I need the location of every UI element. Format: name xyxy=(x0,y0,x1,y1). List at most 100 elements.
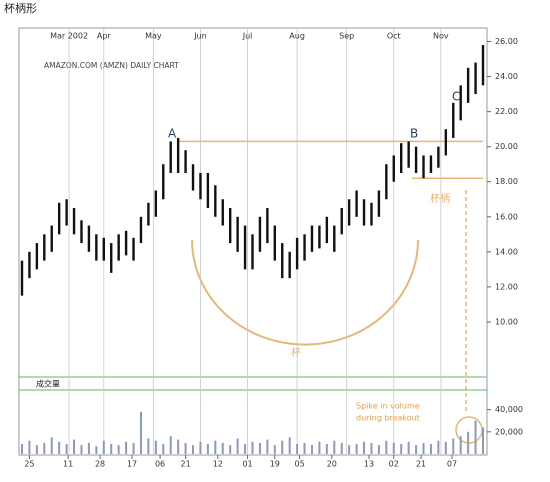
volume-bar xyxy=(251,441,254,454)
volume-bar xyxy=(467,431,470,454)
volume-bar xyxy=(325,444,328,454)
volume-bar xyxy=(318,441,321,454)
volume-bar xyxy=(310,445,313,454)
volume-bar xyxy=(65,444,68,454)
x-tick-label: 13 xyxy=(364,460,374,469)
y-tick-label: 16.00 xyxy=(495,212,518,221)
volume-bar xyxy=(407,441,410,454)
volume-bar xyxy=(340,442,343,454)
volume-bar xyxy=(87,442,90,454)
x-tick-label: 19 xyxy=(270,460,280,469)
point-label: B xyxy=(410,127,418,141)
volume-bar xyxy=(429,444,432,454)
volume-bar xyxy=(162,444,165,454)
cup-arc xyxy=(191,239,419,346)
month-label: Nov xyxy=(433,32,449,41)
volume-tick-label: 40,000 xyxy=(495,405,523,414)
x-tick-label: 01 xyxy=(242,460,252,469)
month-label: Aug xyxy=(289,32,305,41)
x-tick-label: 25 xyxy=(24,460,34,469)
spike-note: Spike in volume xyxy=(356,402,420,411)
volume-bar xyxy=(348,445,351,454)
x-tick-label: 28 xyxy=(95,460,105,469)
volume-bar xyxy=(50,437,53,454)
volume-bar xyxy=(80,445,83,454)
volume-bar xyxy=(273,445,276,454)
point-label: A xyxy=(168,127,177,141)
volume-bar xyxy=(392,442,395,454)
spike-note: during breakout xyxy=(356,414,420,423)
x-tick-label: 07 xyxy=(447,460,457,469)
volume-bar xyxy=(28,440,31,454)
volume-bar xyxy=(21,444,23,454)
month-label: May xyxy=(145,32,162,41)
volume-bar xyxy=(117,445,120,454)
y-tick-label: 26.00 xyxy=(495,37,518,46)
volume-bar xyxy=(333,440,336,454)
volume-bar xyxy=(281,440,284,454)
x-tick-label: 12 xyxy=(213,460,223,469)
x-tick-label: 21 xyxy=(180,460,190,469)
y-tick-label: 12.00 xyxy=(495,282,518,291)
volume-bar xyxy=(192,445,195,454)
volume-bar xyxy=(459,436,462,454)
volume-bar xyxy=(177,439,180,454)
volume-bar xyxy=(221,442,224,454)
volume-bar xyxy=(266,439,269,454)
plot-frame xyxy=(18,27,488,456)
volume-bar xyxy=(415,445,418,454)
volume-bar xyxy=(236,438,239,454)
volume-bar xyxy=(385,440,388,454)
volume-bar xyxy=(258,442,261,454)
volume-bar xyxy=(139,411,142,454)
volume-bar xyxy=(206,444,209,454)
x-tick-label: 11 xyxy=(63,460,73,469)
y-tick-label: 22.00 xyxy=(495,107,518,116)
volume-bar xyxy=(377,445,380,454)
handle-label: 杯柄 xyxy=(430,192,450,205)
volume-bar xyxy=(370,442,373,454)
volume-label: 成交量 xyxy=(36,379,60,389)
volume-bar xyxy=(355,444,358,454)
volume-bar xyxy=(110,444,113,454)
y-tick-label: 14.00 xyxy=(495,247,518,256)
volume-bar xyxy=(244,444,247,454)
month-label: Jul xyxy=(242,32,253,41)
month-label: Jun xyxy=(193,32,207,41)
month-label: Sep xyxy=(339,32,354,41)
volume-bar xyxy=(303,442,306,454)
volume-bar xyxy=(132,442,135,454)
month-label: Oct xyxy=(387,32,401,41)
x-tick-label: 02 xyxy=(389,460,399,469)
volume-bar xyxy=(400,444,403,454)
month-label: Apr xyxy=(97,32,112,41)
volume-bar xyxy=(482,427,484,454)
cup-label: 杯 xyxy=(291,346,301,359)
volume-bar xyxy=(296,444,299,454)
volume-bar xyxy=(444,441,447,454)
y-tick-label: 10.00 xyxy=(495,317,518,326)
volume-bar xyxy=(363,441,366,454)
volume-tick-label: 20,000 xyxy=(495,427,523,436)
volume-bar xyxy=(288,437,291,454)
y-tick-label: 24.00 xyxy=(495,72,518,81)
volume-bar xyxy=(43,442,46,454)
volume-bar xyxy=(95,446,98,454)
volume-bar xyxy=(154,440,157,454)
x-tick-label: 17 xyxy=(127,460,137,469)
volume-bar xyxy=(125,441,128,454)
volume-bar xyxy=(474,420,477,454)
month-label: Mar 2002 xyxy=(50,32,88,41)
chart-title: AMAZON.COM (AMZN) DAILY CHART xyxy=(44,61,179,70)
volume-bar xyxy=(147,438,150,454)
x-tick-label: 21 xyxy=(416,460,426,469)
volume-bar xyxy=(452,438,455,454)
volume-bar xyxy=(102,440,105,454)
volume-bar xyxy=(214,440,217,454)
volume-bar xyxy=(73,439,76,454)
volume-bar xyxy=(58,441,61,454)
y-tick-label: 18.00 xyxy=(495,177,518,186)
volume-bar xyxy=(184,442,187,454)
page-title: 杯柄形 xyxy=(4,1,37,15)
